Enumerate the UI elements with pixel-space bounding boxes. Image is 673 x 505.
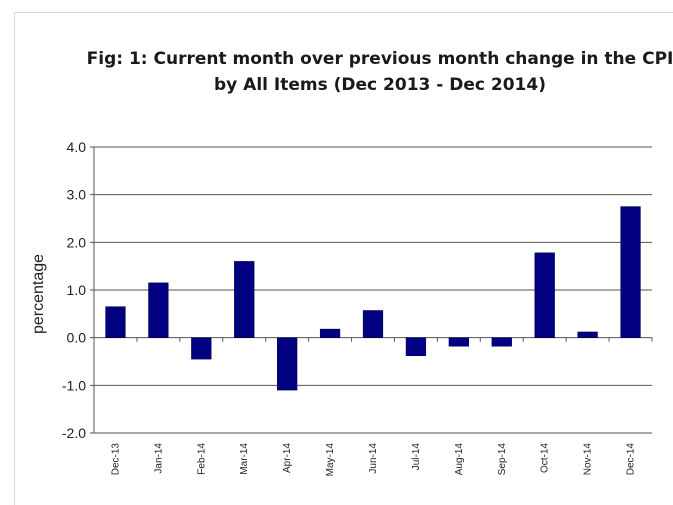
bar-jun-14 [362,310,384,338]
y-tick-label: 2.0 [67,234,87,250]
y-axis-label: percentage [30,254,47,334]
bar-feb-14 [191,337,212,360]
y-tick-labels: 4.0 3.0 2.0 1.0 0.0 -1.0 -2.0 [62,139,86,441]
y-tick-label: 3.0 [67,187,87,203]
frame-top-border [14,12,673,13]
x-tick-label: Dec-14 [626,443,637,476]
bar-sep-14 [491,337,512,347]
y-tick-label: 0.0 [67,330,87,346]
x-tick-label: Dec-13 [110,443,121,476]
x-tick-label: Mar-14 [239,443,250,475]
x-tick-label: Feb-14 [196,443,207,475]
bar-oct-14 [534,252,555,338]
x-tick-label: May-14 [325,443,336,477]
bar-nov-14 [577,331,598,338]
bars [105,206,641,391]
bar-dec-14 [620,206,641,338]
y-tick-label: 1.0 [67,282,87,298]
chart-title-line-1: Fig: 1: Current month over previous mont… [86,49,673,69]
x-tick-label: Sep-14 [497,443,508,476]
bar-dec-13 [105,306,126,338]
bar-jul-14 [405,337,427,357]
x-tick-label: Apr-14 [282,443,293,473]
x-tick-label: Jul-14 [411,443,422,471]
gridlines [90,146,652,434]
frame-left-border [14,12,15,505]
y-tick-label: -2.0 [62,425,86,441]
x-tick-labels: Dec-13 Jan-14 Feb-14 Mar-14 Apr-14 May-14 Jun-… [110,443,636,477]
chart-title: Fig: 1: Current month over previous mont… [60,46,673,98]
x-tick-label: Oct-14 [540,443,551,473]
x-tick-label: Aug-14 [454,443,465,476]
bar-mar-14 [234,261,255,338]
y-tick-label: 4.0 [67,139,87,155]
axes [93,147,653,433]
bar-may-14 [319,328,341,338]
y-tick-label: -1.0 [62,377,86,393]
x-tick-label: Jan-14 [153,443,164,474]
x-tick-label: Nov-14 [583,443,594,476]
bar-jan-14 [148,282,169,338]
chart-title-line-2: by All Items (Dec 2013 - Dec 2014) [214,75,546,95]
x-tick-label: Jun-14 [368,443,379,474]
bar-aug-14 [448,337,469,347]
bar-apr-14 [277,337,298,391]
